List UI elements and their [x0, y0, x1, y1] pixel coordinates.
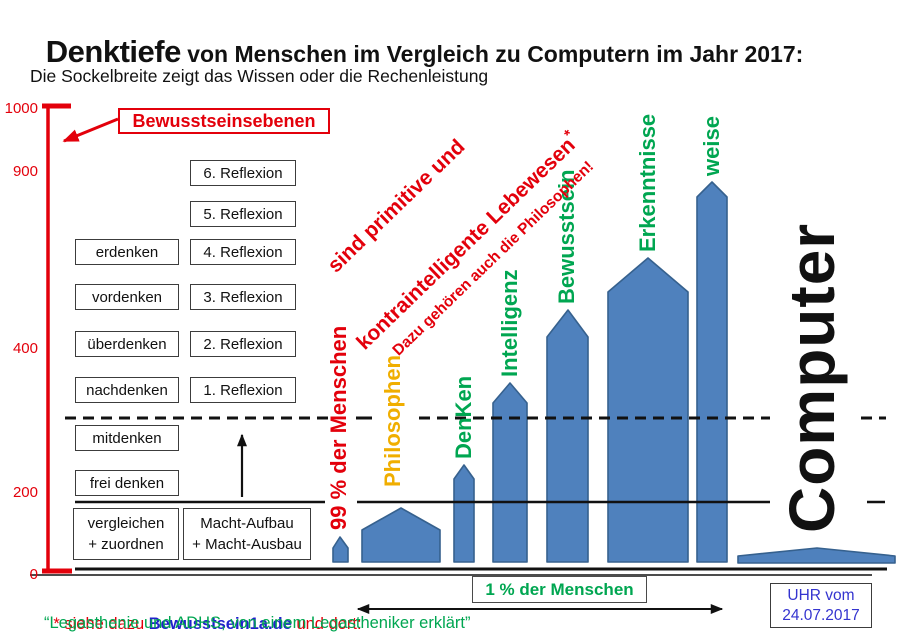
page-title: Denktiefe von Menschen im Vergleich zu C… — [28, 16, 804, 88]
base-box-vergleichen-line2: + zuordnen — [88, 536, 164, 553]
tower-99-percent — [332, 536, 349, 563]
footnote-line1: * siehe dazu Bewusstsein1a.de und dort: — [35, 596, 362, 640]
computer-label: Computer — [776, 222, 848, 533]
tower-intelligenz — [492, 382, 528, 563]
level-box-reflexion-6: 6. Reflexion — [190, 160, 296, 186]
tick-0: 0 — [29, 566, 38, 583]
tower-label-denken: DenKen — [451, 375, 476, 459]
tick-200: 200 — [12, 484, 38, 501]
tick-900: 900 — [12, 163, 38, 180]
base-box-vergleichen-line1: vergleichen — [87, 515, 165, 532]
footnote-link[interactable]: Bewusstsein1a.de — [148, 615, 292, 633]
level-box-erdenken: erdenken — [75, 239, 179, 265]
tower-label-weise: weise — [699, 116, 724, 176]
knowledge-towers — [332, 181, 896, 564]
level-box-reflexion-2: 2. Reflexion — [190, 331, 296, 357]
footnote-post: und dort: — [291, 615, 362, 633]
level-box-frei-denken: frei denken — [75, 470, 179, 496]
tower-label-erkenntnisse: Erkenntnisse — [635, 113, 660, 252]
page-subtitle: Die Sockelbreite zeigt das Wissen oder d… — [30, 66, 489, 86]
footnote-line2: “Legasthenie und ADHS, von einem Legasth… — [44, 614, 471, 632]
footnote-star: * — [53, 615, 60, 633]
uhr-date-box: UHR vom 24.07.2017 — [770, 583, 872, 628]
reference-lines — [30, 416, 887, 576]
tick-400: 400 — [12, 340, 38, 357]
tower-label-99-percent: 99 % der Menschen — [326, 325, 351, 530]
tower-bewusstsein — [546, 309, 589, 563]
uhr-line2: 24.07.2017 — [782, 607, 860, 624]
level-box-reflexion-5: 5. Reflexion — [190, 201, 296, 227]
footnote-pre: siehe dazu — [59, 615, 149, 633]
level-box-reflexion-1: 1. Reflexion — [190, 377, 296, 403]
tower-erkenntnisse — [607, 257, 689, 563]
bewusstseinsebenen-label: Bewusstseinsebenen — [118, 108, 330, 134]
one-percent-label: 1 % der Menschen — [472, 576, 647, 603]
value-axis — [42, 103, 119, 574]
level-box-nachdenken: nachdenken — [75, 377, 179, 403]
base-box-macht: Macht-Aufbau + Macht-Ausbau — [183, 508, 311, 560]
level-box-ueberdenken: überdenken — [75, 331, 179, 357]
base-box-vergleichen: vergleichen + zuordnen — [73, 508, 179, 560]
level-box-mitdenken: mitdenken — [75, 425, 179, 451]
uhr-line1: UHR vom — [787, 587, 855, 604]
base-box-macht-line2: + Macht-Ausbau — [192, 536, 302, 553]
level-box-reflexion-3: 3. Reflexion — [190, 284, 296, 310]
tick-1000: 1000 — [4, 100, 38, 117]
tower-denken — [453, 464, 475, 563]
tower-label-intelligenz: Intelligenz — [497, 269, 522, 377]
base-box-macht-line1: Macht-Aufbau — [200, 515, 294, 532]
bewusstsein-arrow — [62, 117, 119, 143]
tower-computer-base — [737, 547, 896, 564]
level-box-vordenken: vordenken — [75, 284, 179, 310]
title-emphasis: Denktiefe — [45, 34, 182, 69]
level-box-reflexion-4: 4. Reflexion — [190, 239, 296, 265]
tower-weise — [696, 181, 728, 563]
tower-philosophen — [361, 507, 441, 563]
tower-label-philosophen: Philosophen — [380, 355, 405, 487]
title-rest: von Menschen im Vergleich zu Computern i… — [180, 41, 804, 67]
